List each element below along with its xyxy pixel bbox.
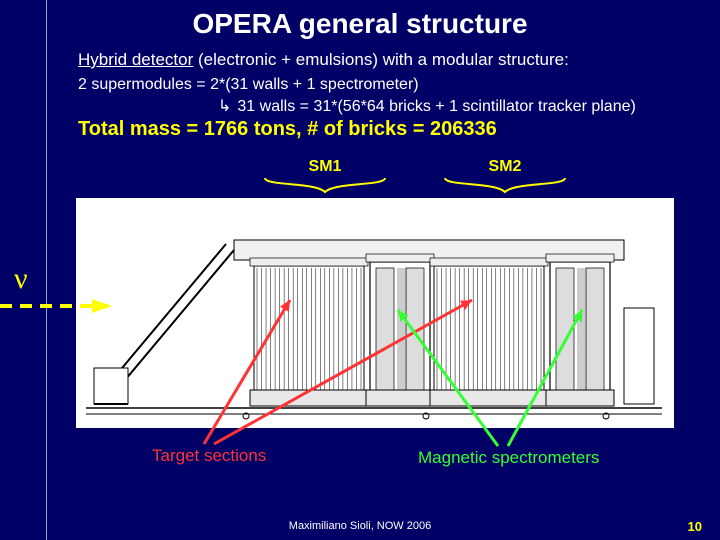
intro-line-1-rest: (electronic + emulsions) with a modular … (193, 50, 569, 69)
sm1-brace-icon (260, 176, 390, 194)
sm2-brace-icon (440, 176, 570, 194)
intro-line-2: 2 supermodules = 2*(31 walls + 1 spectro… (78, 76, 419, 94)
down-right-arrow-icon: ↳ (218, 96, 231, 116)
hybrid-detector-text: Hybrid detector (78, 50, 193, 69)
sm2-label: SM2 (440, 158, 570, 176)
page-title: OPERA general structure (0, 8, 720, 40)
sm2-annotation: SM2 (440, 158, 570, 199)
nu-symbol: ν (14, 262, 28, 296)
sm1-label: SM1 (260, 158, 390, 176)
nu-beam-arrow-icon (0, 298, 112, 314)
total-mass-line: Total mass = 1766 tons, # of bricks = 20… (78, 118, 497, 141)
footer-author: Maximiliano Sioli, NOW 2006 (0, 520, 720, 532)
magnetic-spectrometers-label: Magnetic spectrometers (418, 448, 599, 468)
sm1-annotation: SM1 (260, 158, 390, 199)
target-sections-label: Target sections (152, 446, 266, 466)
intro-line-1: Hybrid detector (electronic + emulsions)… (78, 50, 569, 70)
decorative-vline (46, 0, 47, 540)
page-number: 10 (688, 519, 702, 534)
intro-line-3-text: 31 walls = 31*(56*64 bricks + 1 scintill… (237, 98, 635, 115)
intro-line-3: ↳ 31 walls = 31*(56*64 bricks + 1 scintil… (218, 96, 636, 116)
detector-diagram (76, 198, 674, 428)
